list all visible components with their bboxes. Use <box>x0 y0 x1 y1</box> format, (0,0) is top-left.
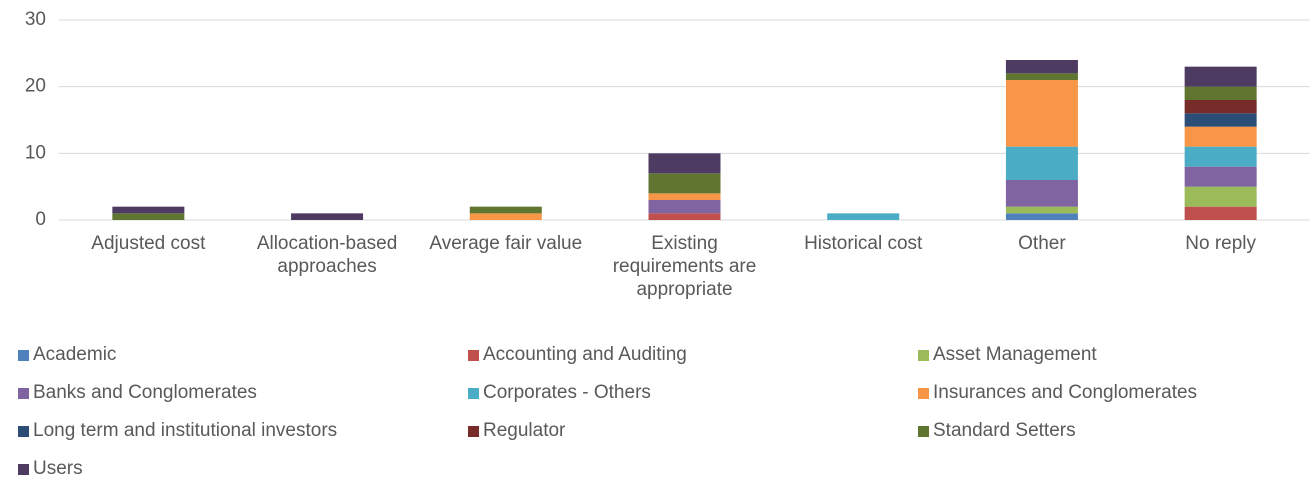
legend-item: Accounting and Auditing <box>468 344 687 366</box>
y-tick-label: 10 <box>25 142 46 163</box>
legend-label: Corporates - Others <box>483 382 651 403</box>
legend-swatch <box>18 425 29 437</box>
bar-segment <box>648 213 721 220</box>
legend-item: Long term and institutional investors <box>18 420 337 442</box>
x-tick-label: Average fair value <box>429 233 583 254</box>
bar-segment <box>1005 146 1078 180</box>
legend-item: Standard Setters <box>918 420 1076 442</box>
bar-segment <box>1184 100 1257 114</box>
bar-segment <box>1184 126 1257 147</box>
legend-swatch <box>18 463 29 475</box>
legend-label: Accounting and Auditing <box>483 344 687 365</box>
legend-label: Banks and Conglomerates <box>33 382 257 403</box>
legend-label: Long term and institutional investors <box>33 420 338 441</box>
legend-item: Corporates - Others <box>468 382 651 404</box>
legend-label: Academic <box>33 344 117 365</box>
bar-segment <box>1184 113 1257 127</box>
bar-segment <box>1184 66 1257 87</box>
bar-segment <box>1005 80 1078 147</box>
bar-segment <box>648 200 721 214</box>
legend-label: Asset Management <box>933 344 1097 365</box>
x-tick-label: No reply <box>1185 233 1257 254</box>
legend-item: Academic <box>18 344 116 366</box>
bar-segment <box>648 173 721 194</box>
bar-segment <box>827 213 900 220</box>
legend-item: Asset Management <box>918 344 1097 366</box>
legend-swatch <box>468 425 479 437</box>
legend-swatch <box>918 425 929 437</box>
bar-segment <box>1184 146 1257 167</box>
bar-segment <box>1005 180 1078 207</box>
x-tick-label: Existing requirements are appropriate <box>612 233 757 300</box>
legend-swatch <box>18 387 29 399</box>
legend-item: Regulator <box>468 420 565 442</box>
x-tick-label: Adjusted cost <box>91 233 206 254</box>
bar-segment <box>1184 206 1257 220</box>
bar-segment <box>1005 60 1078 74</box>
legend-swatch <box>918 349 929 361</box>
bar-segment <box>1005 206 1078 214</box>
bar-segment <box>291 213 364 220</box>
legend-swatch <box>918 387 929 399</box>
legend-swatch <box>468 349 479 361</box>
y-tick-label: 20 <box>25 76 46 97</box>
y-tick-label: 30 <box>25 9 46 30</box>
legend-item: Banks and Conglomerates <box>18 382 257 404</box>
bar-segment <box>648 193 721 200</box>
bar-segment <box>469 213 542 220</box>
legend-swatch <box>18 349 29 361</box>
bar-segment <box>1005 73 1078 80</box>
legend-label: Regulator <box>483 420 566 441</box>
bar-segment <box>1184 166 1257 187</box>
legend-item: Insurances and Conglomerates <box>918 382 1197 404</box>
bar-segment <box>1184 186 1257 207</box>
bar-segment <box>1005 213 1078 220</box>
y-tick-label: 0 <box>35 209 46 230</box>
bar-segment <box>648 153 721 174</box>
legend-label: Insurances and Conglomerates <box>933 382 1198 403</box>
legend-label: Standard Setters <box>933 420 1076 441</box>
x-tick-label: Other <box>1018 233 1066 254</box>
bar-segment <box>469 206 542 214</box>
legend-item: Users <box>18 458 83 480</box>
bar-segment <box>112 213 185 220</box>
legend-label: Users <box>33 458 83 479</box>
legend-swatch <box>468 387 479 399</box>
x-tick-label: Historical cost <box>804 233 923 254</box>
bar-segment <box>1184 86 1257 100</box>
bar-segment <box>112 206 185 214</box>
x-tick-label: Allocation-based approaches <box>256 233 398 277</box>
